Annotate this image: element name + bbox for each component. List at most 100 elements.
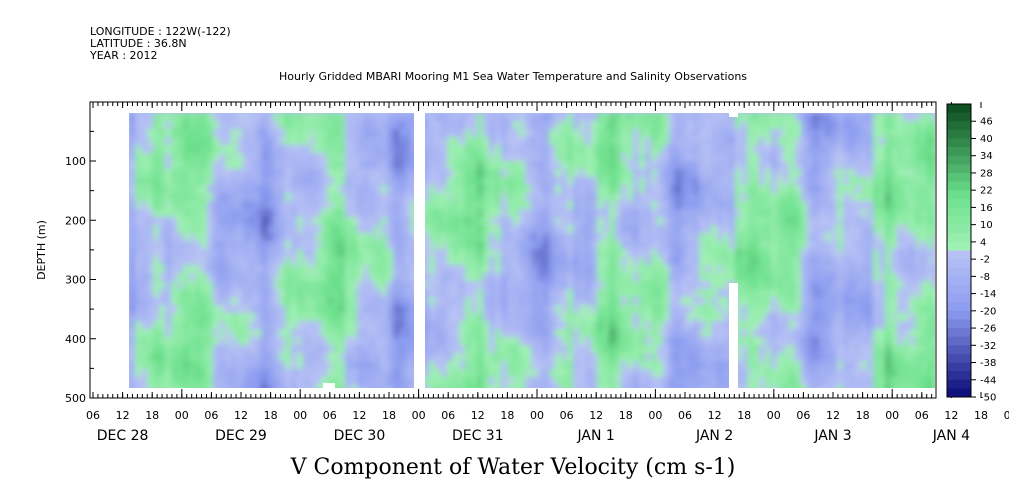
- heatmap-cell: [801, 241, 808, 250]
- heatmap-cell: [633, 321, 640, 330]
- heatmap-cell: [795, 265, 802, 274]
- heatmap-cell: [681, 241, 688, 250]
- heatmap-cell: [585, 217, 592, 226]
- heatmap-cell: [693, 361, 700, 370]
- heatmap-cell: [615, 297, 622, 306]
- heatmap-cell: [627, 193, 634, 202]
- heatmap-cell: [897, 265, 904, 274]
- heatmap-cell: [921, 265, 928, 274]
- heatmap-cell: [243, 273, 250, 282]
- heatmap-cell: [795, 161, 802, 170]
- heatmap-cell: [171, 265, 178, 274]
- heatmap-cell: [723, 353, 730, 362]
- heatmap-cell: [795, 137, 802, 146]
- heatmap-cell: [693, 297, 700, 306]
- heatmap-cell: [363, 121, 370, 130]
- heatmap-cell: [381, 129, 388, 138]
- heatmap-cell: [615, 153, 622, 162]
- heatmap-cell: [747, 257, 754, 266]
- heatmap-cell: [267, 233, 274, 242]
- heatmap-cell: [531, 121, 538, 130]
- heatmap-cell: [465, 257, 472, 266]
- heatmap-cell: [309, 289, 316, 298]
- heatmap-cell: [759, 185, 766, 194]
- heatmap-cell: [615, 121, 622, 130]
- heatmap-cell: [837, 249, 844, 258]
- heatmap-cell: [321, 361, 328, 370]
- heatmap-cell: [561, 137, 568, 146]
- heatmap-cell: [603, 273, 610, 282]
- heatmap-cell: [495, 113, 502, 122]
- heatmap-cell: [783, 305, 790, 314]
- heatmap-cell: [627, 129, 634, 138]
- heatmap-cell: [339, 305, 346, 314]
- heatmap-cell: [393, 209, 400, 218]
- heatmap-cell: [189, 369, 196, 378]
- heatmap-cell: [645, 225, 652, 234]
- heatmap-cell: [861, 305, 868, 314]
- heatmap-cell: [225, 193, 232, 202]
- heatmap-cell: [555, 361, 562, 370]
- heatmap-cell: [141, 369, 148, 378]
- heatmap-cell: [513, 113, 520, 122]
- heatmap-cell: [387, 257, 394, 266]
- heatmap-cell: [459, 209, 466, 218]
- heatmap-cell: [561, 289, 568, 298]
- chart-title: Hourly Gridded MBARI Mooring M1 Sea Wate…: [279, 70, 747, 83]
- heatmap-cell: [843, 217, 850, 226]
- heatmap-cell: [897, 305, 904, 314]
- heatmap-cell: [393, 369, 400, 378]
- heatmap-cell: [339, 113, 346, 122]
- heatmap-cell: [579, 337, 586, 346]
- heatmap-cell: [159, 249, 166, 258]
- heatmap-cell: [495, 169, 502, 178]
- heatmap-cell: [321, 209, 328, 218]
- heatmap-cell: [351, 225, 358, 234]
- heatmap-cell: [783, 233, 790, 242]
- heatmap-cell: [513, 169, 520, 178]
- heatmap-cell: [375, 241, 382, 250]
- heatmap-cell: [435, 201, 442, 210]
- heatmap-cell: [735, 329, 742, 338]
- heatmap-cell: [861, 185, 868, 194]
- heatmap-cell: [741, 233, 748, 242]
- heatmap-cell: [213, 153, 220, 162]
- heatmap-cell: [261, 289, 268, 298]
- heatmap-cell: [885, 129, 892, 138]
- heatmap-cell: [285, 257, 292, 266]
- heatmap-cell: [879, 313, 886, 322]
- heatmap-cell: [165, 137, 172, 146]
- heatmap-cell: [165, 297, 172, 306]
- heatmap-cell: [441, 385, 448, 388]
- heatmap-cell: [633, 305, 640, 314]
- heatmap-cell: [273, 145, 280, 154]
- heatmap-cell: [351, 193, 358, 202]
- heatmap-cell: [765, 209, 772, 218]
- heatmap-cell: [783, 161, 790, 170]
- heatmap-cell: [849, 193, 856, 202]
- heatmap-cell: [885, 345, 892, 354]
- heatmap-cell: [381, 153, 388, 162]
- heatmap-cell: [447, 273, 454, 282]
- heatmap-cell: [807, 217, 814, 226]
- heatmap-cell: [459, 297, 466, 306]
- heatmap-cell: [237, 337, 244, 346]
- heatmap-cell: [615, 361, 622, 370]
- heatmap-cell: [873, 337, 880, 346]
- heatmap-cell: [699, 113, 706, 122]
- heatmap-cell: [723, 217, 730, 226]
- heatmap-cell: [465, 217, 472, 226]
- heatmap-cell: [639, 185, 646, 194]
- heatmap-cell: [255, 265, 262, 274]
- heatmap-cell: [585, 329, 592, 338]
- heatmap-cell: [747, 361, 754, 370]
- heatmap-cell: [315, 353, 322, 362]
- heatmap-cell: [315, 121, 322, 130]
- heatmap-cell: [549, 353, 556, 362]
- heatmap-cell: [537, 153, 544, 162]
- heatmap-cell: [693, 169, 700, 178]
- heatmap-cell: [801, 257, 808, 266]
- heatmap-cell: [363, 289, 370, 298]
- heatmap-cell: [837, 193, 844, 202]
- heatmap-cell: [375, 281, 382, 290]
